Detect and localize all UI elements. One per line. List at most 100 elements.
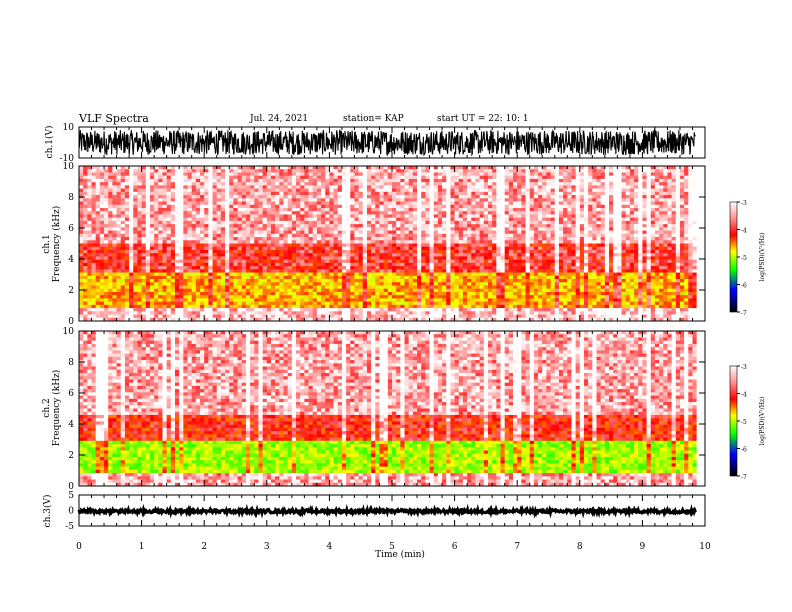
spectrogram-cell xyxy=(417,246,422,251)
spectrogram-cell xyxy=(275,262,280,267)
spectrogram-cell xyxy=(375,269,380,273)
spectrogram-cell xyxy=(375,240,380,244)
spectrogram-cell xyxy=(116,249,122,254)
spectrogram-cell xyxy=(200,220,205,225)
spectrogram-cell xyxy=(613,185,618,189)
spectrogram-cell xyxy=(129,182,134,186)
spectrogram-cell xyxy=(567,262,572,267)
spectrogram-cell xyxy=(233,237,238,241)
spectrogram-cell xyxy=(483,217,489,222)
spectrogram-cell xyxy=(250,266,255,270)
spectrogram-cell xyxy=(195,272,201,277)
spectrogram-cell xyxy=(546,185,551,189)
spectrogram-cell xyxy=(521,253,526,257)
spectrogram-cell xyxy=(629,259,635,264)
spectrogram-cell xyxy=(663,262,668,267)
spectrogram-cell xyxy=(350,259,355,264)
spectrogram-cell xyxy=(99,266,105,270)
spectrogram-cell xyxy=(471,246,476,251)
spectrogram-cell xyxy=(270,253,276,257)
spectrogram-cell xyxy=(408,249,414,254)
spectrogram-cell xyxy=(195,266,201,270)
spectrogram-cell xyxy=(99,191,105,196)
spectrogram-cell xyxy=(304,207,309,212)
spectrogram-cell xyxy=(354,259,359,264)
spectrogram-cell xyxy=(496,178,501,183)
spectrogram-cell xyxy=(600,191,606,196)
spectrogram-cell xyxy=(321,237,326,241)
spectrogram-cell xyxy=(671,253,677,257)
spectrogram-cell xyxy=(542,269,547,273)
spectrogram-cell xyxy=(642,249,647,254)
spectrogram-cell xyxy=(479,201,485,206)
spectrogram-cell xyxy=(583,195,589,199)
spectrogram-cell xyxy=(254,182,259,186)
spectrogram-cell xyxy=(504,233,510,238)
spectrogram-cell xyxy=(220,217,226,222)
spectrogram-cell xyxy=(554,204,560,209)
spectrogram-cell xyxy=(166,249,172,254)
spectrogram-cell xyxy=(220,224,226,228)
spectrogram-cell xyxy=(675,266,681,270)
spectrogram-cell xyxy=(279,224,284,228)
spectrogram-cell xyxy=(137,269,142,273)
spectrogram-cell xyxy=(308,230,313,235)
spectrogram-cell xyxy=(613,249,618,254)
spectrogram-cell xyxy=(538,195,543,199)
spectrogram-cell xyxy=(542,224,547,228)
spectrogram-cell xyxy=(291,217,297,222)
spectrogram-cell xyxy=(312,230,318,235)
spectrogram-cell xyxy=(571,227,576,231)
spectrogram-cell xyxy=(563,233,568,238)
spectrogram-cell xyxy=(575,259,581,264)
spectrogram-cell xyxy=(521,246,526,251)
spectrogram-cell xyxy=(450,166,455,170)
spectrogram-cell xyxy=(454,259,460,264)
spectrogram-cell xyxy=(170,188,176,193)
spectrogram-cell xyxy=(325,169,330,173)
spectrogram-cell xyxy=(183,211,188,215)
spectrogram-cell xyxy=(158,266,163,270)
spectrogram-cell xyxy=(404,166,409,170)
spectrogram-cell xyxy=(375,211,380,215)
spectrogram-cell xyxy=(187,272,192,277)
spectrogram-cell xyxy=(684,266,689,270)
spectrogram-cell xyxy=(479,233,485,238)
spectrogram-cell xyxy=(383,195,389,199)
spectrogram-cell xyxy=(571,249,576,254)
spectrogram-cell xyxy=(529,230,535,235)
spectrogram-cell xyxy=(483,220,489,225)
spectrogram-cell xyxy=(513,217,518,222)
spectrogram-cell xyxy=(450,233,455,238)
spectrogram-cell xyxy=(329,204,334,209)
spectrogram-cell xyxy=(483,178,489,183)
spectrogram-cell xyxy=(521,256,526,260)
spectrogram-cell xyxy=(270,266,276,270)
spectrogram-cell xyxy=(634,207,639,212)
spectrogram-cell xyxy=(654,166,660,170)
spectrogram-cell xyxy=(275,266,280,270)
spectrogram-cell xyxy=(446,227,451,231)
spectrogram-cell xyxy=(241,253,247,257)
spectrogram-cell xyxy=(346,256,351,260)
spectrogram-cell xyxy=(471,172,476,176)
spectrogram-cell xyxy=(262,249,268,254)
spectrogram-cell xyxy=(371,198,376,202)
spectrogram-cell xyxy=(634,240,639,244)
spectrogram-cell xyxy=(425,217,430,222)
spectrogram-cell xyxy=(621,201,626,206)
spectrogram-cell xyxy=(245,195,251,199)
spectrogram-cell xyxy=(79,217,84,222)
spectrogram-cell xyxy=(579,249,585,254)
spectrogram-cell xyxy=(404,214,409,218)
spectrogram-cell xyxy=(650,166,656,170)
spectrogram-cell xyxy=(87,182,92,186)
spectrogram-cell xyxy=(613,188,618,193)
spectrogram-cell xyxy=(525,198,531,202)
spectrogram-cell xyxy=(646,191,652,196)
spectrogram-cell xyxy=(183,230,188,235)
spectrogram-cell xyxy=(508,188,514,193)
spectrogram-cell xyxy=(233,191,238,196)
spectrogram-cell xyxy=(575,185,581,189)
spectrogram-cell xyxy=(87,227,92,231)
